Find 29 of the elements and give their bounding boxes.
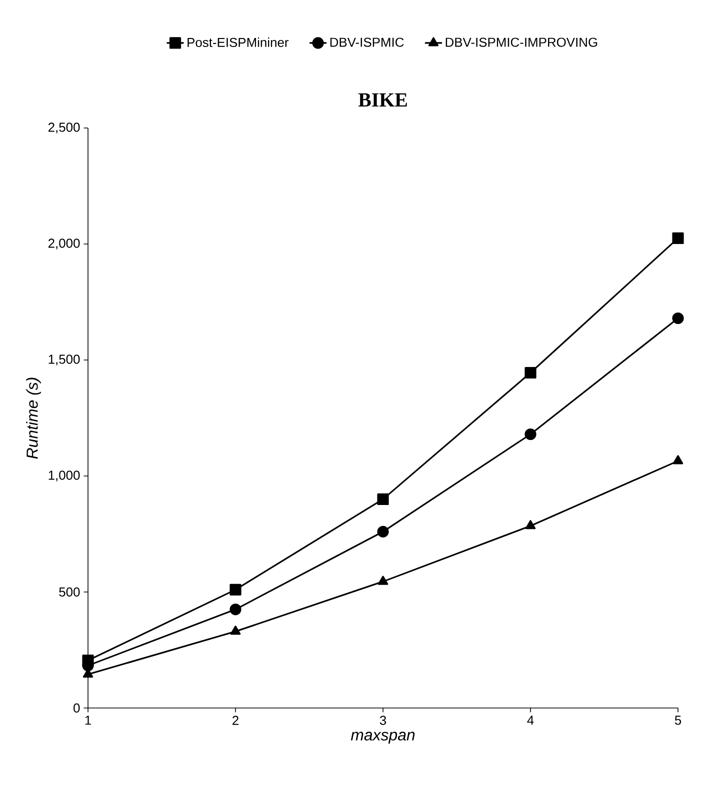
point bbox=[378, 576, 388, 585]
point bbox=[672, 232, 684, 244]
y-tick-label: 0 bbox=[74, 703, 80, 713]
y-tick-label: 2,000 bbox=[48, 238, 80, 250]
y-tick-label: 2,500 bbox=[48, 122, 80, 134]
point bbox=[525, 520, 536, 530]
point bbox=[230, 604, 242, 616]
point bbox=[377, 493, 389, 505]
y-tick-label: 1,000 bbox=[48, 470, 80, 482]
legend-label: Post-EISPMininer bbox=[188, 38, 289, 48]
x-tick-label: 3 bbox=[380, 716, 386, 725]
x-tick-label: 1 bbox=[85, 716, 91, 725]
point bbox=[230, 584, 242, 596]
legend-label: DBV-ISPMIC-IMPROVING bbox=[446, 38, 598, 47]
y-tick-label: 1,500 bbox=[48, 354, 80, 366]
y-tick-label: 500 bbox=[59, 587, 80, 597]
point bbox=[672, 455, 684, 464]
chart-title: BIKE bbox=[358, 93, 407, 107]
point bbox=[524, 366, 536, 379]
point bbox=[230, 626, 241, 635]
point bbox=[524, 428, 536, 440]
x-tick-label: 4 bbox=[527, 716, 534, 725]
x-tick-label: 2 bbox=[232, 716, 238, 725]
legend-label: DBV-ISPMIC bbox=[330, 38, 404, 47]
x-axis-title: maxspan bbox=[350, 732, 415, 744]
point bbox=[672, 312, 684, 324]
x-tick-label: 5 bbox=[674, 716, 682, 725]
y-axis-title: Runtime (s) bbox=[26, 378, 41, 459]
point bbox=[377, 526, 389, 538]
